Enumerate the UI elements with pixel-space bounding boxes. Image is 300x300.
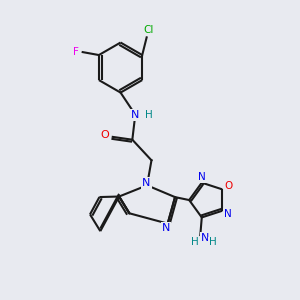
Text: O: O bbox=[224, 182, 233, 191]
Text: N: N bbox=[142, 178, 151, 188]
Text: H: H bbox=[209, 237, 217, 248]
Text: N: N bbox=[200, 233, 209, 243]
Text: N: N bbox=[131, 110, 140, 120]
Text: F: F bbox=[73, 47, 79, 57]
Text: N: N bbox=[224, 209, 231, 219]
Text: Cl: Cl bbox=[143, 25, 153, 35]
Text: H: H bbox=[190, 237, 198, 248]
Text: N: N bbox=[162, 223, 170, 233]
Text: H: H bbox=[145, 110, 152, 120]
Text: N: N bbox=[198, 172, 206, 182]
Text: O: O bbox=[101, 130, 110, 140]
